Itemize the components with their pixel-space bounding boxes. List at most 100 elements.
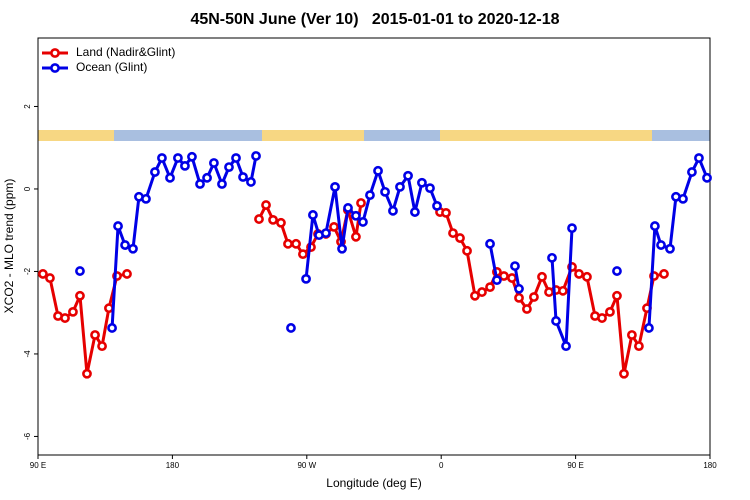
data-point: [574, 269, 584, 279]
data-point: [286, 323, 296, 333]
data-point: [261, 200, 271, 210]
data-point: [68, 306, 78, 317]
data-point: [567, 223, 577, 234]
data-point: [351, 231, 361, 242]
data-point: [582, 271, 592, 282]
data-point: [45, 273, 55, 283]
data-point: [558, 285, 568, 296]
data-point: [441, 207, 451, 218]
legend-label: Land (Nadir&Glint): [76, 45, 175, 59]
data-point: [251, 151, 261, 161]
data-point: [343, 203, 353, 213]
data-point: [634, 341, 644, 352]
ocean-band: [38, 130, 710, 141]
data-point: [113, 221, 123, 231]
x-tick-label: 180: [166, 461, 180, 470]
data-point: [551, 316, 561, 326]
data-point: [410, 207, 420, 217]
data-point: [649, 221, 660, 231]
data-point: [120, 240, 130, 250]
legend-label: Ocean (Glint): [76, 60, 147, 74]
data-point: [644, 323, 654, 333]
data-point: [678, 193, 688, 204]
data-point: [507, 273, 517, 283]
data-point: [150, 167, 160, 177]
data-point: [694, 153, 704, 163]
data-point: [283, 238, 293, 249]
legend: Land (Nadir&Glint)Ocean (Glint): [42, 45, 175, 74]
x-axis-label: Longitude (deg E): [326, 476, 421, 490]
data-point: [330, 181, 340, 192]
data-point: [687, 167, 697, 177]
data-point: [122, 269, 132, 279]
data-point: [373, 165, 383, 176]
data-point: [90, 330, 100, 340]
data-point: [238, 172, 248, 182]
data-point: [537, 271, 547, 282]
data-point: [308, 210, 318, 220]
data-point: [462, 245, 472, 256]
data-point: [246, 177, 256, 187]
data-point: [612, 266, 622, 276]
data-point: [321, 228, 331, 238]
data-point: [659, 269, 669, 279]
data-point: [380, 186, 390, 197]
data-point: [597, 313, 607, 323]
x-tick-label: 90 W: [297, 461, 316, 470]
x-tick-label: 180: [703, 461, 717, 470]
data-point: [173, 153, 183, 163]
data-point: [107, 323, 117, 333]
data-point: [455, 233, 465, 243]
data-point: [499, 271, 509, 281]
data-point: [358, 217, 368, 227]
plot-frame: [37, 37, 711, 456]
data-point: [180, 160, 190, 171]
data-point: [529, 292, 539, 302]
data-point: [329, 222, 339, 232]
land-band: [262, 130, 364, 141]
y-axis-label: XCO2 - MLO trend (ppm): [2, 179, 16, 314]
data-point: [141, 193, 151, 204]
y-tick-label: -6: [23, 432, 32, 440]
y-tick-label: 2: [23, 104, 32, 109]
data-point: [470, 290, 480, 301]
data-point: [351, 210, 361, 221]
data-point: [224, 162, 234, 173]
data-point: [485, 238, 495, 249]
data-point: [301, 273, 311, 284]
data-point: [665, 243, 675, 254]
data-point: [209, 158, 219, 168]
land-band: [440, 130, 652, 141]
data-point: [626, 330, 637, 340]
data-point: [195, 179, 205, 189]
data-point: [561, 341, 571, 352]
data-point: [522, 304, 532, 314]
data-point: [432, 200, 442, 211]
data-point: [612, 290, 622, 301]
data-point: [619, 368, 629, 379]
data-point: [403, 170, 413, 181]
data-point: [477, 287, 487, 297]
x-tick-label: 90 E: [30, 461, 46, 470]
x-tick-label: 0: [439, 461, 444, 470]
data-point: [97, 341, 107, 352]
y-tick-label: 0: [23, 186, 32, 191]
data-point: [291, 238, 301, 249]
data-point: [75, 266, 85, 276]
data-point: [82, 368, 92, 379]
data-point: [187, 151, 197, 162]
data-point: [231, 153, 241, 163]
data-point: [268, 214, 278, 225]
data-point: [356, 198, 366, 208]
x-tick-label: 90 E: [567, 461, 583, 470]
data-point: [202, 172, 212, 183]
data-point: [448, 228, 458, 238]
data-point: [702, 172, 712, 183]
data-point: [656, 240, 666, 250]
data-point: [395, 181, 405, 192]
land-band: [38, 130, 114, 141]
data-point: [165, 172, 175, 183]
data-point: [217, 179, 227, 189]
data-point: [388, 205, 398, 216]
